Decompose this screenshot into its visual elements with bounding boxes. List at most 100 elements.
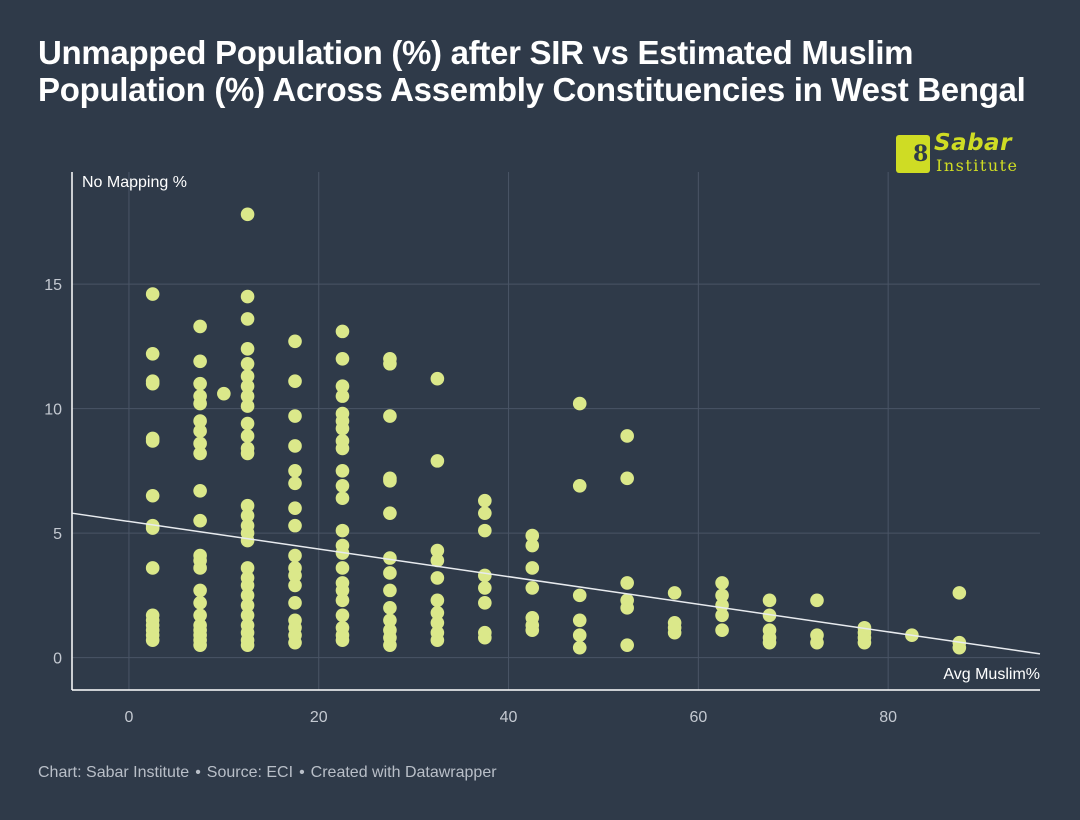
data-point xyxy=(193,376,207,391)
data-point xyxy=(288,409,302,423)
data-point xyxy=(193,414,207,428)
data-point xyxy=(240,533,255,548)
data-point xyxy=(335,389,350,403)
data-point xyxy=(193,638,207,652)
data-point xyxy=(240,416,255,431)
data-point xyxy=(478,630,492,645)
data-point xyxy=(335,379,350,393)
data-point xyxy=(383,601,397,615)
data-point xyxy=(145,434,160,448)
data-point xyxy=(145,561,160,575)
x-tick-label: 40 xyxy=(500,709,518,726)
data-point xyxy=(288,501,302,516)
data-point xyxy=(383,613,397,628)
data-point xyxy=(620,601,634,615)
data-point xyxy=(430,615,445,630)
footer-separator: • xyxy=(299,764,305,781)
data-point xyxy=(240,289,255,304)
data-point xyxy=(762,593,777,608)
data-point xyxy=(145,633,160,647)
data-point xyxy=(193,583,207,598)
data-point xyxy=(193,608,207,623)
data-point xyxy=(335,421,350,436)
data-point xyxy=(288,464,302,478)
data-point xyxy=(335,608,350,623)
data-point xyxy=(383,638,397,652)
data-point xyxy=(715,623,729,638)
data-point xyxy=(478,523,492,538)
data-point xyxy=(240,312,255,326)
x-axis-title: Avg Muslim% xyxy=(943,666,1040,683)
data-point xyxy=(525,528,540,543)
data-point xyxy=(288,568,302,583)
data-point xyxy=(525,581,540,595)
data-point xyxy=(240,389,255,403)
data-point xyxy=(383,583,397,598)
data-point xyxy=(193,396,207,411)
data-point xyxy=(430,553,445,568)
data-point xyxy=(240,578,255,593)
data-point xyxy=(525,538,540,553)
x-tick-label: 80 xyxy=(879,709,897,726)
data-point xyxy=(810,635,824,650)
data-point xyxy=(145,346,160,361)
data-point xyxy=(572,628,587,643)
data-point xyxy=(288,334,302,349)
data-point xyxy=(952,640,967,655)
data-point xyxy=(478,568,492,583)
data-point xyxy=(288,578,302,593)
data-point xyxy=(430,543,445,558)
data-point xyxy=(145,287,160,301)
data-point xyxy=(478,493,492,508)
data-point xyxy=(572,613,587,628)
logo-mark-icon: 8 xyxy=(896,135,930,173)
data-point xyxy=(572,478,587,493)
data-point xyxy=(383,566,397,580)
data-point xyxy=(288,635,302,650)
data-point xyxy=(193,354,207,369)
data-point xyxy=(193,513,207,528)
data-point xyxy=(478,596,492,610)
data-point xyxy=(383,356,397,371)
data-point xyxy=(335,351,350,366)
data-point xyxy=(335,464,350,478)
data-point xyxy=(193,483,207,498)
data-point xyxy=(857,635,872,650)
data-point xyxy=(383,474,397,488)
data-point xyxy=(240,399,255,413)
data-point xyxy=(240,369,255,384)
data-point xyxy=(620,429,634,443)
data-point xyxy=(430,371,445,386)
data-point xyxy=(572,640,587,655)
data-point xyxy=(240,561,255,575)
x-tick-label: 0 xyxy=(124,709,133,726)
data-point xyxy=(240,342,255,356)
data-point xyxy=(217,386,231,401)
data-point xyxy=(145,376,160,391)
data-point xyxy=(667,586,682,600)
data-point xyxy=(430,454,445,468)
data-point xyxy=(288,548,302,563)
chart-footer: Chart: Sabar Institute • Source: ECI • Creat… xyxy=(38,764,497,782)
data-point xyxy=(430,633,445,647)
data-point xyxy=(383,551,397,565)
data-point xyxy=(193,436,207,451)
data-point xyxy=(240,446,255,461)
data-point xyxy=(620,576,634,590)
data-point xyxy=(240,207,255,222)
y-tick-label: 10 xyxy=(44,402,62,419)
data-point xyxy=(145,488,160,503)
data-point xyxy=(335,523,350,538)
data-point xyxy=(288,596,302,610)
data-point xyxy=(478,581,492,595)
data-point xyxy=(335,583,350,598)
data-point xyxy=(240,588,255,603)
data-point xyxy=(478,506,492,520)
data-point xyxy=(762,635,777,650)
data-point xyxy=(715,576,729,590)
data-point xyxy=(430,593,445,608)
data-point xyxy=(240,498,255,513)
data-point xyxy=(193,424,207,438)
data-point xyxy=(525,561,540,575)
